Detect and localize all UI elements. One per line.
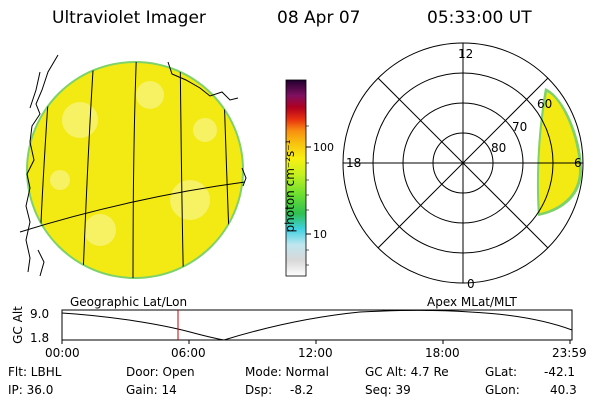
app-title: Ultraviolet Imager — [52, 8, 206, 28]
colorbar-tick-10: 10 — [313, 228, 327, 241]
glat-value: -42.1 — [544, 365, 576, 379]
time-tick-2359: 23:59 — [552, 346, 587, 360]
mode-readout: Mode: Normal — [245, 365, 329, 379]
time-tick-0000: 00:00 — [45, 346, 80, 360]
geographic-panel-label: Geographic Lat/Lon — [70, 295, 188, 309]
mlt-label-18: 18 — [346, 156, 362, 170]
auroral-oval — [538, 92, 579, 213]
altitude-frame — [61, 309, 573, 341]
glon-value: 40.3 — [550, 383, 577, 397]
seq-readout: Seq: 39 — [365, 383, 411, 397]
colorbar-tick-100: 100 — [313, 141, 334, 154]
time-tick-1800: 18:00 — [425, 346, 460, 360]
polar-plot — [342, 42, 584, 284]
door-readout: Door: Open — [126, 365, 195, 379]
apex-panel-label: Apex MLat/MLT — [427, 295, 517, 309]
altitude-ylabel: GC Alt — [10, 306, 25, 344]
dsp-value: -8.2 — [290, 383, 314, 397]
colorbar — [285, 79, 311, 277]
filter-readout: Flt: LBHL — [8, 365, 62, 379]
mlat-label-60: 60 — [537, 97, 553, 111]
time-tick-1200: 12:00 — [298, 346, 333, 360]
time-tick-0600: 06:00 — [171, 346, 206, 360]
ip-readout: IP: 36.0 — [8, 383, 54, 397]
colorbar-gradient — [285, 79, 307, 277]
dsp-label: Dsp: — [245, 383, 273, 397]
mlt-label-6: 6 — [574, 156, 582, 170]
mlat-label-80: 80 — [491, 141, 507, 155]
gcalt-readout: GC Alt: 4.7 Re — [365, 365, 449, 379]
altitude-plot — [61, 309, 573, 344]
mlt-label-0: 0 — [467, 277, 475, 291]
mlat-label-70: 70 — [512, 120, 528, 134]
altitude-ytick-high: 9.0 — [30, 307, 50, 321]
date-readout: 08 Apr 07 — [277, 8, 361, 28]
glat-label: GLat: — [485, 365, 518, 379]
mlt-label-12: 12 — [458, 47, 474, 61]
glon-label: GLon: — [485, 383, 520, 397]
altitude-ytick-low: 1.8 — [30, 331, 50, 345]
altitude-curve — [61, 310, 573, 341]
latitude-line — [19, 181, 246, 233]
geographic-image — [19, 54, 247, 279]
colorbar-label: photon cm⁻²s⁻¹ — [283, 139, 297, 233]
time-readout: 05:33:00 UT — [427, 8, 532, 28]
gain-readout: Gain: 14 — [126, 383, 177, 397]
coastlines — [25, 54, 247, 277]
